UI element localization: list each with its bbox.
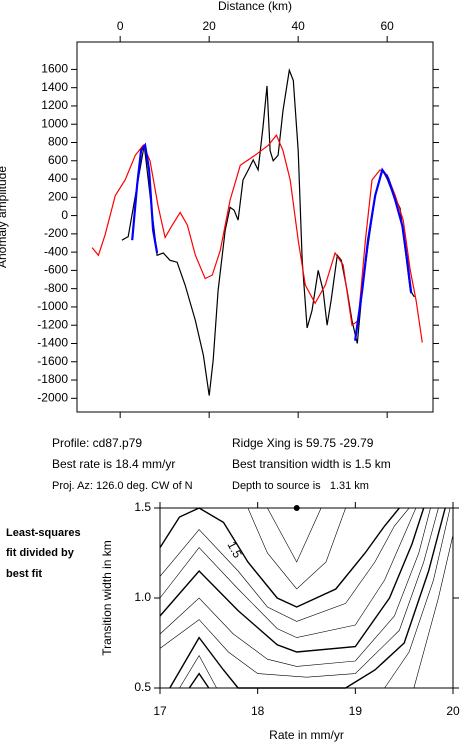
- contour-line: [159, 507, 417, 638]
- info-text: Depth to source is 1.31 km: [232, 480, 369, 492]
- y-tick-label: -400: [44, 244, 68, 258]
- x-tick-label: 0: [117, 19, 124, 33]
- y-tick-label: -1800: [37, 372, 68, 386]
- contour-line: [159, 507, 431, 667]
- x-tick-label: 19: [349, 704, 363, 718]
- info-text: Best rate is 18.4 mm/yr: [52, 457, 175, 471]
- contour-line: [247, 507, 346, 590]
- side-label: fit divided by: [6, 547, 75, 559]
- y-tick-label: 1400: [41, 80, 68, 94]
- contour-line: [384, 507, 451, 689]
- y-axis-label: Transition width in km: [100, 540, 114, 656]
- data-line: [91, 134, 423, 343]
- contour-line: [159, 507, 439, 678]
- x-tick-label: 20: [202, 19, 216, 33]
- y-axis-label: Anomaly amplitude: [0, 166, 9, 268]
- info-text: Best transition width is 1.5 km: [232, 457, 391, 471]
- data-line: [131, 142, 413, 341]
- y-tick-label: -800: [44, 281, 68, 295]
- y-tick-label: -2000: [37, 390, 68, 404]
- x-tick-label: 40: [291, 19, 305, 33]
- y-tick-label: 800: [48, 135, 68, 149]
- contour-line: [413, 534, 454, 689]
- x-tick-label: 17: [153, 704, 167, 718]
- contour-line: [267, 507, 322, 563]
- y-tick-label: -200: [44, 226, 68, 240]
- x-axis-label: Distance (km): [218, 0, 292, 13]
- y-tick-label: 600: [48, 153, 68, 167]
- side-label: Least-squares: [6, 527, 81, 539]
- info-text: Profile: cd87.p79: [52, 436, 142, 450]
- y-tick-label: -1600: [37, 354, 68, 368]
- x-tick-label: 20: [446, 704, 460, 718]
- contour-line: [159, 507, 425, 653]
- data-line: [121, 68, 415, 396]
- contour-line: [159, 507, 400, 608]
- x-axis-label: Rate in mm/yr: [269, 728, 344, 742]
- plot-frame: [76, 41, 434, 413]
- contour-line: [188, 672, 210, 689]
- y-tick-label: -1000: [37, 299, 68, 313]
- y-tick-label: 1.5: [134, 500, 151, 514]
- y-tick-label: 1600: [41, 62, 68, 76]
- contour-line: [159, 507, 410, 622]
- y-tick-label: 0.5: [134, 680, 151, 694]
- y-tick-label: -600: [44, 263, 68, 277]
- y-tick-label: -1400: [37, 336, 68, 350]
- side-label: best fit: [6, 568, 42, 580]
- x-tick-label: 18: [251, 704, 265, 718]
- info-text: Ridge Xing is 59.75 -29.79: [232, 436, 374, 450]
- info-text: Proj. Az: 126.0 deg. CW of N: [52, 480, 193, 492]
- y-tick-label: 0: [61, 208, 68, 222]
- y-tick-label: 400: [48, 171, 68, 185]
- y-tick-label: 1000: [41, 116, 68, 130]
- contour-label: 1.5: [225, 539, 245, 561]
- y-tick-label: -1200: [37, 317, 68, 331]
- y-tick-label: 200: [48, 189, 68, 203]
- contour-line: [179, 654, 217, 689]
- x-tick-label: 60: [380, 19, 394, 33]
- y-tick-label: 1.0: [134, 590, 151, 604]
- y-tick-label: 1200: [41, 98, 68, 112]
